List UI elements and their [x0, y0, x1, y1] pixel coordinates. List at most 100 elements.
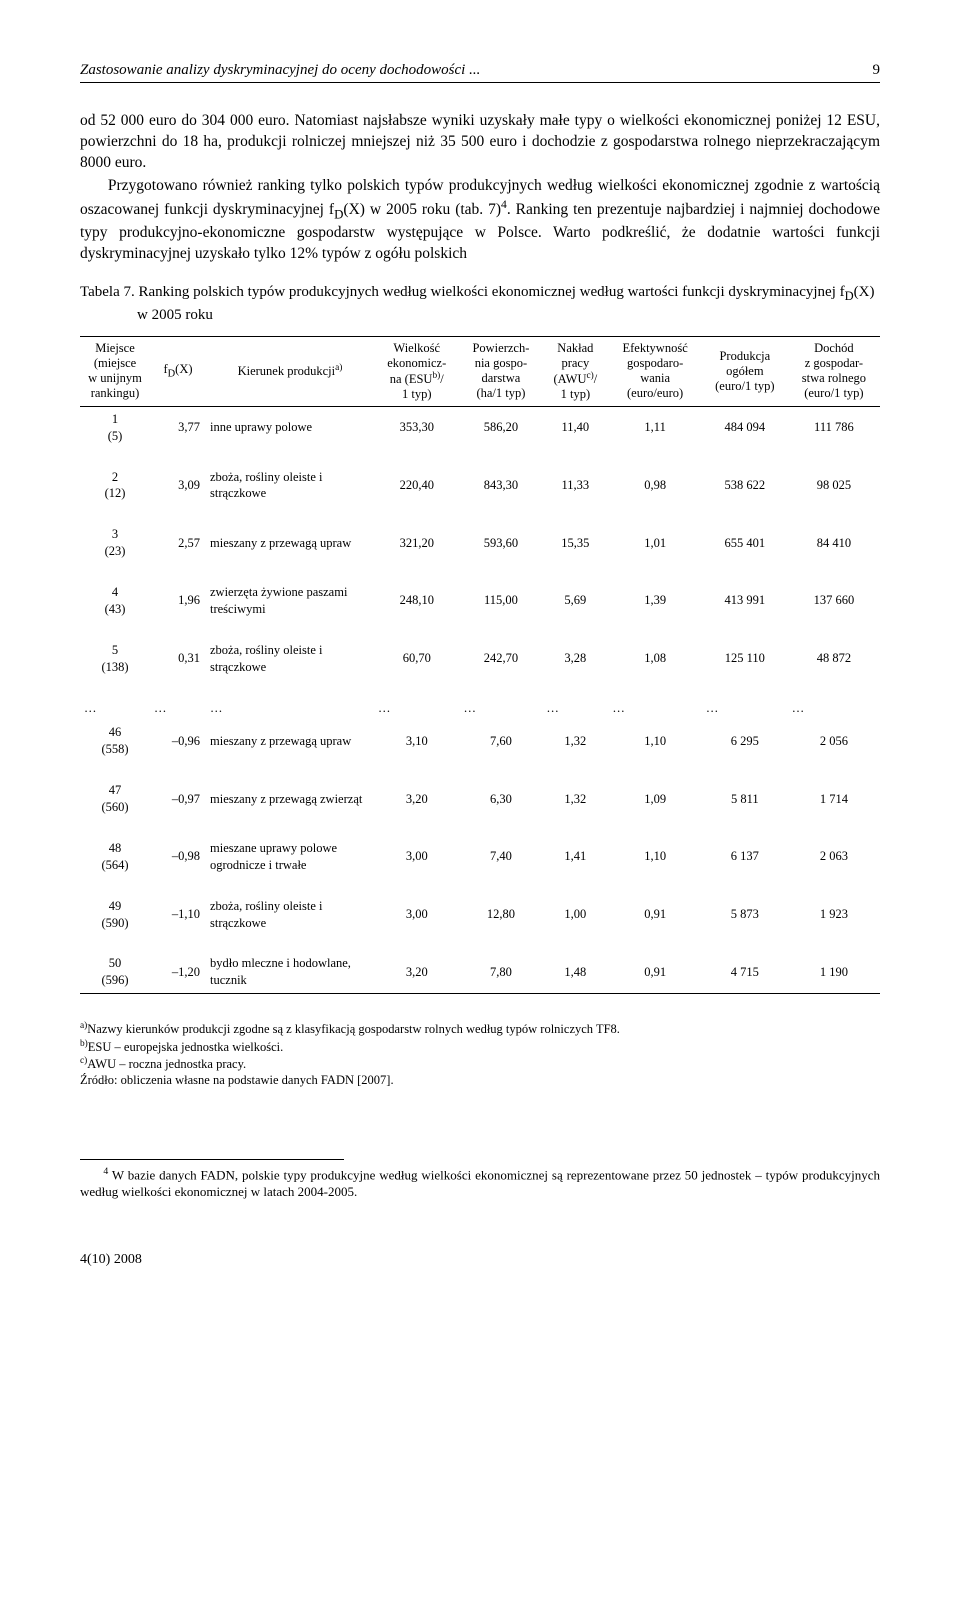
cell-ha: 242,70 — [460, 638, 543, 680]
table-row: 49(590)–1,10zboża, rośliny oleiste i str… — [80, 894, 880, 936]
cell-eff: 1,08 — [608, 638, 701, 680]
table-row: 46(558)–0,96mieszany z przewagą upraw3,1… — [80, 720, 880, 762]
cell-kind: zboża, rośliny oleiste i strączkowe — [206, 465, 374, 507]
cell-inc: 2 056 — [788, 720, 880, 762]
spacer-row — [80, 680, 880, 696]
cell-place: 3(23) — [80, 522, 150, 564]
ellipsis-cell: … — [460, 696, 543, 721]
col-income: Dochód z gospodar- stwa rolnego (euro/1 … — [788, 336, 880, 406]
page-footnote: 4 W bazie danych FADN, polskie typy prod… — [80, 1165, 880, 1201]
spacer-cell — [80, 820, 880, 836]
ellipsis-cell: … — [542, 696, 608, 721]
cell-awu: 1,32 — [542, 720, 608, 762]
cell-ha: 7,40 — [460, 836, 543, 878]
cell-fdx: –0,96 — [150, 720, 206, 762]
spacer-row — [80, 449, 880, 465]
cell-esu: 220,40 — [374, 465, 460, 507]
cell-inc: 48 872 — [788, 638, 880, 680]
cell-place: 1(5) — [80, 406, 150, 448]
cell-ha: 7,80 — [460, 951, 543, 993]
col-place: Miejsce (miejsce w unijnym rankingu) — [80, 336, 150, 406]
cell-prod: 4 715 — [702, 951, 788, 993]
cell-fdx: 3,77 — [150, 406, 206, 448]
table-caption: Tabela 7. Ranking polskich typów produkc… — [80, 282, 880, 325]
cell-esu: 3,00 — [374, 836, 460, 878]
cell-place: 2(12) — [80, 465, 150, 507]
spacer-row — [80, 564, 880, 580]
cell-fdx: –0,98 — [150, 836, 206, 878]
cell-kind: mieszany z przewagą zwierząt — [206, 778, 374, 820]
cell-fdx: 1,96 — [150, 580, 206, 622]
spacer-row — [80, 820, 880, 836]
cell-place: 47(560) — [80, 778, 150, 820]
table-row: 50(596)–1,20bydło mleczne i hodowlane, t… — [80, 951, 880, 993]
cell-esu: 3,20 — [374, 951, 460, 993]
cell-prod: 538 622 — [702, 465, 788, 507]
running-title: Zastosowanie analizy dyskryminacyjnej do… — [80, 60, 480, 80]
cell-inc: 1 190 — [788, 951, 880, 993]
cell-prod: 5 811 — [702, 778, 788, 820]
cell-awu: 1,32 — [542, 778, 608, 820]
cell-place: 4(43) — [80, 580, 150, 622]
cell-esu: 60,70 — [374, 638, 460, 680]
footnote-a: a)Nazwy kierunków produkcji zgodne są z … — [80, 1020, 880, 1037]
cell-prod: 6 295 — [702, 720, 788, 762]
cell-ha: 843,30 — [460, 465, 543, 507]
running-header: Zastosowanie analizy dyskryminacyjnej do… — [80, 60, 880, 83]
col-awu: Nakład pracy (AWUc)/ 1 typ) — [542, 336, 608, 406]
cell-awu: 1,48 — [542, 951, 608, 993]
spacer-row — [80, 762, 880, 778]
spacer-row — [80, 935, 880, 951]
cell-ha: 586,20 — [460, 406, 543, 448]
cell-kind: zboża, rośliny oleiste i strączkowe — [206, 894, 374, 936]
cell-eff: 1,39 — [608, 580, 701, 622]
body-text: od 52 000 euro do 304 000 euro. Natomias… — [80, 111, 880, 264]
cell-awu: 5,69 — [542, 580, 608, 622]
cell-ha: 12,80 — [460, 894, 543, 936]
cell-inc: 1 714 — [788, 778, 880, 820]
cell-inc: 2 063 — [788, 836, 880, 878]
col-fdx: fD(X) — [150, 336, 206, 406]
spacer-cell — [80, 878, 880, 894]
table-header-row: Miejsce (miejsce w unijnym rankingu) fD(… — [80, 336, 880, 406]
cell-kind: mieszane uprawy polowe ogrodnicze i trwa… — [206, 836, 374, 878]
cell-inc: 111 786 — [788, 406, 880, 448]
table-row: ……………………… — [80, 696, 880, 721]
cell-prod: 125 110 — [702, 638, 788, 680]
cell-place: 49(590) — [80, 894, 150, 936]
cell-esu: 3,20 — [374, 778, 460, 820]
cell-kind: mieszany z przewagą upraw — [206, 522, 374, 564]
cell-place: 5(138) — [80, 638, 150, 680]
paragraph-2: Przygotowano również ranking tylko polsk… — [80, 176, 880, 264]
paragraph-2b: (X) w 2005 roku (tab. 7) — [343, 201, 501, 218]
cell-awu: 1,00 — [542, 894, 608, 936]
cell-kind: bydło mleczne i hodowlane, tucznik — [206, 951, 374, 993]
cell-fdx: 2,57 — [150, 522, 206, 564]
cell-fdx: –1,20 — [150, 951, 206, 993]
cell-eff: 1,09 — [608, 778, 701, 820]
cell-awu: 11,40 — [542, 406, 608, 448]
sub-d: D — [334, 206, 343, 221]
ellipsis-cell: … — [150, 696, 206, 721]
cell-ha: 593,60 — [460, 522, 543, 564]
col-prod: Produkcja ogółem (euro/1 typ) — [702, 336, 788, 406]
table-row: 47(560)–0,97mieszany z przewagą zwierząt… — [80, 778, 880, 820]
cell-eff: 1,11 — [608, 406, 701, 448]
paragraph-1: od 52 000 euro do 304 000 euro. Natomias… — [80, 111, 880, 174]
table-row: 1(5)3,77inne uprawy polowe353,30586,2011… — [80, 406, 880, 448]
ellipsis-cell: … — [206, 696, 374, 721]
cell-eff: 0,91 — [608, 951, 701, 993]
footnote-source: Źródło: obliczenia własne na podstawie d… — [80, 1072, 880, 1088]
cell-ha: 115,00 — [460, 580, 543, 622]
footnote-text: W bazie danych FADN, polskie typy produk… — [80, 1167, 880, 1200]
spacer-row — [80, 506, 880, 522]
spacer-cell — [80, 935, 880, 951]
ranking-table: Miejsce (miejsce w unijnym rankingu) fD(… — [80, 336, 880, 1011]
cell-inc: 84 410 — [788, 522, 880, 564]
ellipsis-cell: … — [80, 696, 150, 721]
cell-place: 50(596) — [80, 951, 150, 993]
spacer-row — [80, 622, 880, 638]
cell-inc: 1 923 — [788, 894, 880, 936]
page-number: 9 — [873, 60, 881, 80]
spacer-row — [80, 994, 880, 1011]
